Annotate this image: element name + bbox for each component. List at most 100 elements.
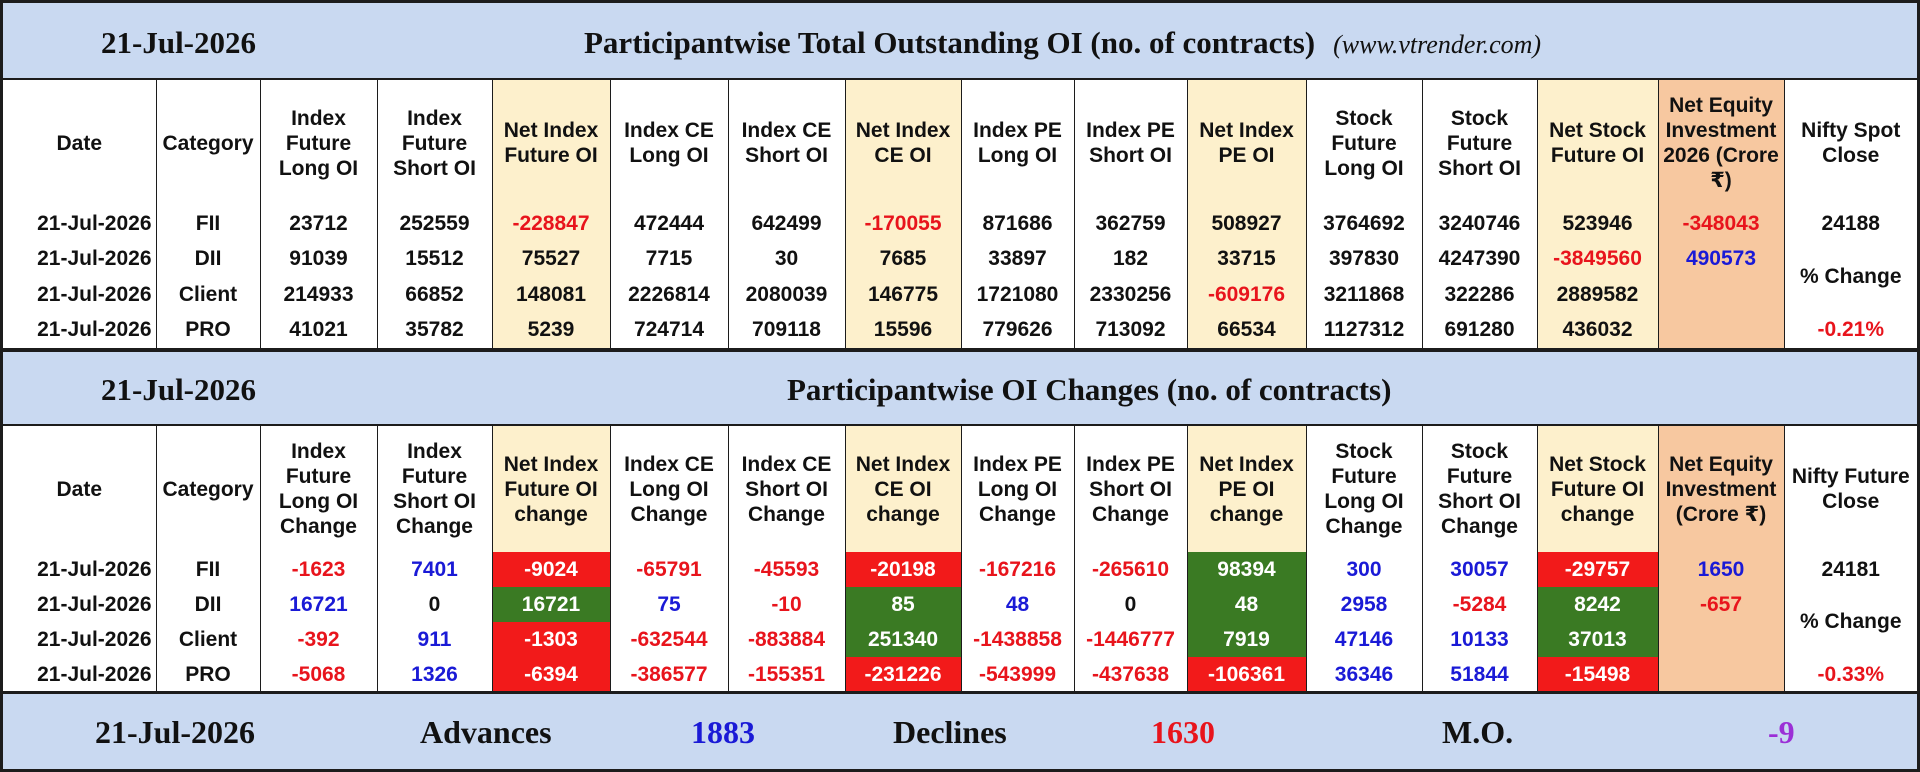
data-cell: 724714: [609, 312, 728, 348]
data-cell: 2330256: [1073, 277, 1187, 313]
data-cell: 214933: [259, 277, 377, 313]
data-cell: 1326: [376, 657, 492, 692]
row-category: FII: [155, 552, 260, 587]
column-header: Index CE Long OI: [609, 80, 728, 206]
data-cell: -45593: [727, 552, 845, 587]
data-cell: 871686: [960, 206, 1074, 242]
row-category: Client: [155, 622, 260, 657]
data-cell: 713092: [1073, 312, 1187, 348]
table-row: 21-Jul-2026 DII 91039 15512 75527 7715 30 7685 3…: [3, 241, 1917, 313]
column-header: Index PE Short OI Change: [1073, 426, 1187, 552]
mo-label: M.O.: [1442, 714, 1514, 750]
column-header: Net Index PE OI change: [1186, 426, 1306, 552]
row-date: 21-Jul-2026: [37, 247, 152, 271]
data-cell: -228847: [491, 206, 610, 242]
data-cell: -265610: [1073, 552, 1187, 587]
data-cell: 37013: [1536, 622, 1658, 657]
table-row: 21-Jul-2026 DII 16721 0 16721 75 -10 85 48 0 48 295…: [3, 587, 1917, 657]
data-cell: 7715: [609, 241, 728, 277]
table-row: 21-Jul-2026 PRO -5068 1326 -6394 -386577 -1553…: [3, 657, 1917, 692]
column-header: Nifty Future Close: [1783, 426, 1917, 552]
data-cell: 16721: [491, 587, 610, 622]
data-cell: -106361: [1186, 657, 1306, 692]
data-cell: 2889582: [1536, 277, 1658, 313]
data-cell: 2080039: [727, 277, 845, 313]
column-header: Nifty Spot Close: [1783, 80, 1917, 206]
row-category: PRO: [155, 657, 260, 692]
column-header: Stock Future Short OI: [1421, 80, 1537, 206]
table-row: 21-Jul-2026 FII -1623 7401 -9024 -65791 -45593…: [3, 552, 1917, 587]
equity-cell: [1657, 312, 1784, 348]
data-cell: -167216: [960, 552, 1074, 587]
data-cell: -437638: [1073, 657, 1187, 692]
advances-label: Advances: [420, 714, 552, 750]
data-cell: -632544: [609, 622, 728, 657]
column-header: Index CE Short OI: [727, 80, 845, 206]
data-cell: 911: [376, 622, 492, 657]
data-cell: 691280: [1421, 312, 1537, 348]
column-header: Index CE Short OI Change: [727, 426, 845, 552]
source-url: (www.vtrender.com): [1333, 30, 1542, 59]
column-header: Index CE Long OI Change: [609, 426, 728, 552]
data-cell: 8242: [1536, 587, 1658, 622]
data-cell: 523946: [1536, 206, 1658, 242]
column-header: Index Future Short OI: [376, 80, 492, 206]
data-cell: 1127312: [1305, 312, 1422, 348]
data-cell: 15596: [844, 312, 961, 348]
data-cell: 182: [1073, 241, 1187, 277]
data-cell: 47146: [1305, 622, 1422, 657]
data-cell: -392: [259, 622, 377, 657]
oi-changes-table: Date Category Index Future Long OI Change I…: [3, 426, 1917, 692]
equity-cell: -348043: [1657, 206, 1784, 242]
data-cell: 300: [1305, 552, 1422, 587]
table-row: 21-Jul-2026 FII 23712 252559 -228847 472444 64…: [3, 206, 1917, 242]
footer-divider: [3, 691, 1917, 695]
equity-cell: 1650: [1657, 552, 1784, 587]
data-cell: -155351: [727, 657, 845, 692]
data-cell: 7401: [376, 552, 492, 587]
equity-cell: [1657, 622, 1784, 657]
data-cell: -6394: [491, 657, 610, 692]
column-header: Net Index CE OI: [844, 80, 961, 206]
section1-title: Participantwise Total Outstanding OI (no…: [584, 25, 1541, 61]
section1-title-band: 21-Jul-2026 Participantwise Total Outsta…: [3, 3, 1917, 80]
data-cell: 23712: [259, 206, 377, 242]
data-cell: 2226814: [609, 277, 728, 313]
data-cell: 397830: [1305, 241, 1422, 277]
data-cell: 30: [727, 241, 845, 277]
pct-change-value: -0.21%: [1783, 312, 1917, 348]
data-cell: 472444: [609, 206, 728, 242]
column-header: Category: [155, 80, 260, 206]
pct-change-label: % Change: [1783, 587, 1917, 657]
pct-change-value: -0.33%: [1783, 657, 1917, 692]
data-cell: 7919: [1186, 622, 1306, 657]
nifty-close-value: 24181: [1783, 552, 1917, 587]
table-row: 21-Jul-2026 Client -392 911 -1303 -632544 -883…: [3, 622, 1917, 657]
row-category: Client: [155, 277, 260, 313]
column-header: Stock Future Long OI Change: [1305, 426, 1422, 552]
column-header: Net Equity Investment (Crore ₹): [1657, 426, 1784, 552]
section1-title-text: Participantwise Total Outstanding OI (no…: [584, 25, 1316, 60]
data-cell: -231226: [844, 657, 961, 692]
data-cell: 362759: [1073, 206, 1187, 242]
data-cell: 3764692: [1305, 206, 1422, 242]
row-date: 21-Jul-2026: [37, 282, 152, 306]
data-cell: 436032: [1536, 312, 1658, 348]
row-category: DII: [155, 241, 260, 277]
data-cell: 3240746: [1421, 206, 1537, 242]
column-header: Net Stock Future OI: [1536, 80, 1658, 206]
data-cell: 15512: [376, 241, 492, 277]
data-cell: 66852: [376, 277, 492, 313]
column-header: Index Future Short OI Change: [376, 426, 492, 552]
column-header: Date: [56, 477, 103, 501]
row-date: 21-Jul-2026: [37, 627, 152, 651]
data-cell: 91039: [259, 241, 377, 277]
row-date: 21-Jul-2026: [37, 557, 152, 581]
row-date: 21-Jul-2026: [37, 592, 152, 616]
market-breadth-footer: 21-Jul-2026 Advances 1883 Declines 1630 …: [3, 694, 1917, 769]
row-category: DII: [155, 587, 260, 622]
table-row: 21-Jul-2026 PRO 41021 35782 5239 724714 709118…: [3, 312, 1917, 348]
nifty-close-value: 24188: [1783, 206, 1917, 242]
section1-date: 21-Jul-2026: [101, 25, 256, 60]
